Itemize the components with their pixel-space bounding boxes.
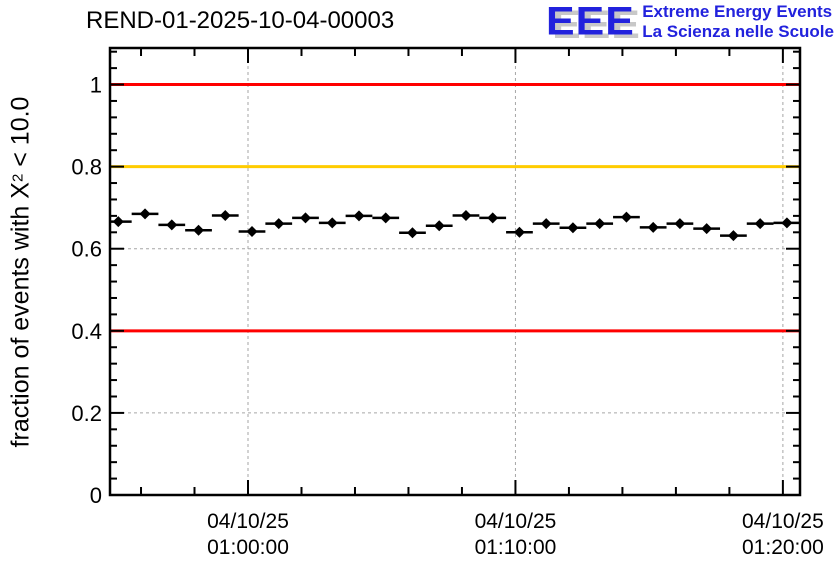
data-point-marker [139,208,151,220]
eee-logo-letters: EEE [546,0,635,43]
data-point-marker [380,212,392,224]
data-point-marker [273,218,285,230]
x-tick-label-date: 04/10/25 [742,510,824,533]
x-tick-label-time: 01:00:00 [207,536,289,559]
x-tick-label-date: 04/10/25 [207,510,289,533]
plot-frame [108,46,802,497]
data-point-marker [540,218,552,230]
y-tick-label: 0.4 [71,319,102,344]
eee-logo-text: Extreme Energy Events La Scienza nelle S… [642,2,834,42]
data-point-marker [674,218,686,230]
data-point-marker [326,217,338,229]
data-point-marker [781,217,793,229]
data-point-marker [219,209,231,221]
data-point-marker [300,212,311,224]
data-point-marker [513,226,525,238]
y-tick-label: 1 [90,73,102,98]
plot-title: REND-01-2025-10-04-00003 [86,7,395,34]
y-tick-label: 0.6 [71,237,102,262]
eee-logo-line2: La Scienza nelle Scuole [642,22,834,41]
data-point-marker [727,230,739,242]
data-point-marker [112,216,124,228]
x-tick-label-date: 04/10/25 [475,510,557,533]
eee-logo-line1: Extreme Energy Events [642,2,833,21]
y-tick-label: 0.8 [71,155,102,180]
x-tick-label-time: 01:10:00 [475,536,557,559]
data-point-marker [701,223,713,235]
y-tick-label: 0 [90,483,102,508]
data-point-marker [433,220,445,232]
y-tick-label: 0.2 [71,401,102,426]
x-tick-label-time: 01:20:00 [742,536,824,559]
data-point-marker [754,218,766,230]
data-point-marker [353,210,365,222]
data-point-marker [193,224,205,236]
data-point-marker [594,218,606,230]
data-point-marker [246,225,258,237]
data-point-marker [460,209,472,221]
data-point-marker [567,222,579,234]
eee-logo: EEE Extreme Energy Events La Scienza nel… [546,0,834,43]
data-point-marker [166,219,178,231]
data-point-marker [647,221,659,233]
data-point-marker [406,227,418,239]
data-point-marker [620,211,632,223]
data-point-marker [487,212,499,224]
